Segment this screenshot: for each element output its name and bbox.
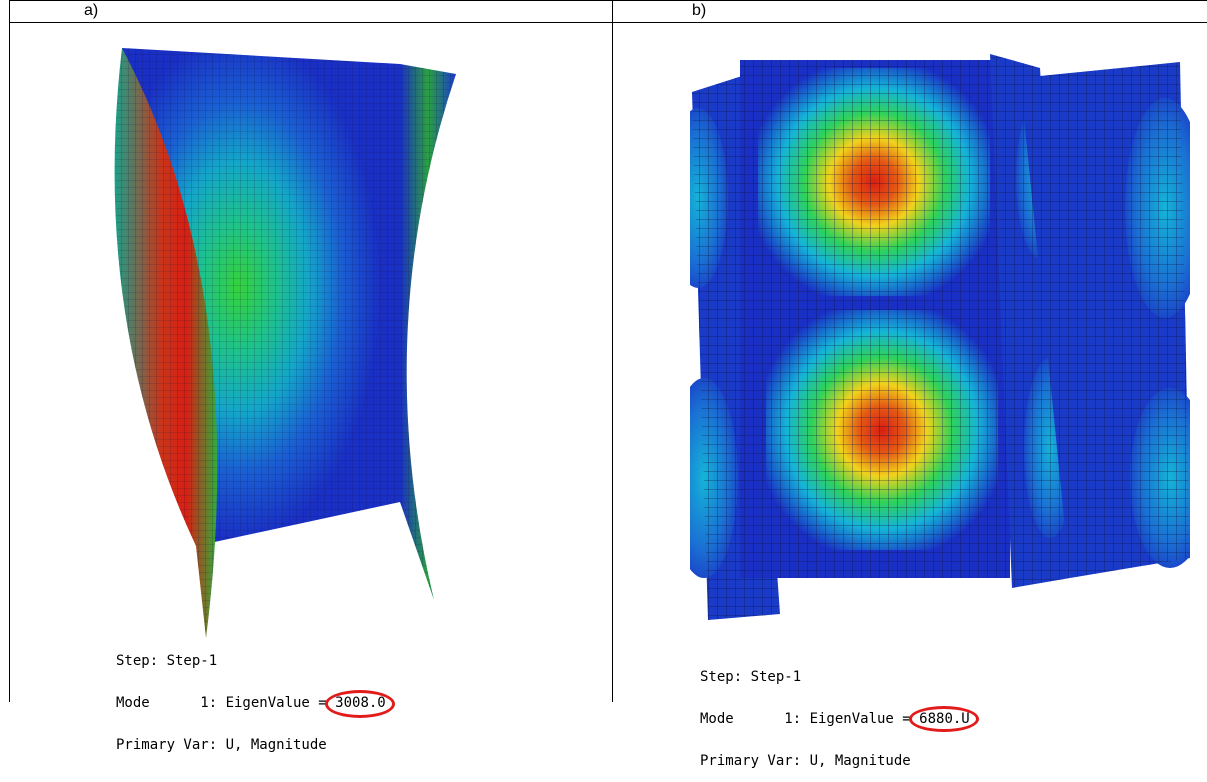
panel-a-primary-var: Primary Var: U, Magnitude	[116, 737, 327, 753]
panel-b-primary-var: Primary Var: U, Magnitude	[700, 753, 911, 769]
panel-a-mode-prefix: Mode 1: EigenValue =	[116, 695, 336, 711]
figure-table	[9, 0, 1207, 702]
panel-b-caption: Step: Step-1 Mode 1: EigenValue = 6880.U…	[700, 642, 980, 782]
panel-a-step: Step: Step-1	[116, 653, 218, 669]
panel-b-step: Step: Step-1	[700, 669, 802, 685]
panel-b-render	[690, 54, 1190, 620]
table-left-border	[9, 0, 10, 702]
table-header-divider	[9, 22, 1207, 23]
panel-a-highlight-oval	[325, 690, 396, 718]
panel-b-mode-prefix: Mode 1: EigenValue =	[700, 711, 920, 727]
panel-a-render	[114, 48, 456, 638]
table-top-border	[9, 0, 1207, 1]
table-middle-divider	[612, 0, 613, 702]
panel-b-eigenvalue-wrap: 6880.U	[909, 706, 980, 732]
panel-b-label: b)	[692, 2, 707, 19]
panel-b-mode: Mode 1: EigenValue = 6880.U	[700, 706, 980, 732]
panel-a-mode: Mode 1: EigenValue = 3008.0	[116, 690, 396, 718]
panel-a-caption: Step: Step-1 Mode 1: EigenValue = 3008.0…	[116, 626, 396, 766]
panel-b-highlight-oval	[909, 706, 980, 732]
panel-a-label: a)	[84, 2, 99, 19]
panel-a-eigenvalue-wrap: 3008.0	[325, 690, 396, 718]
